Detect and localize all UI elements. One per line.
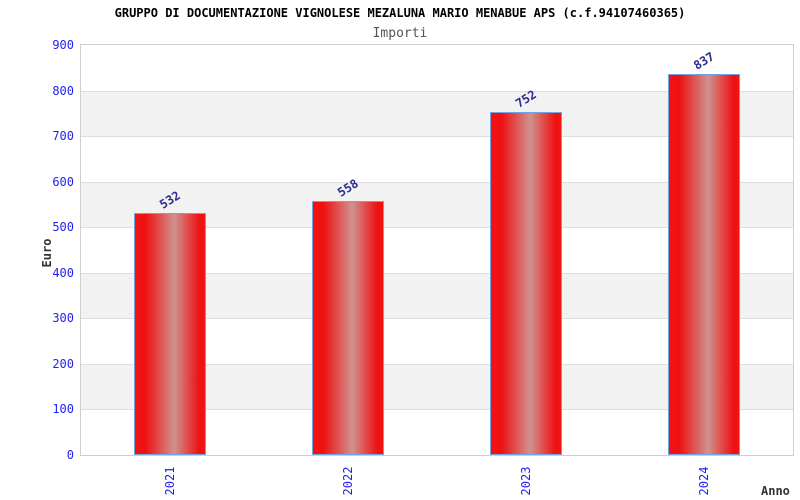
chart-subtitle: Importi	[372, 26, 428, 41]
y-tick-label-900: 900	[52, 38, 74, 52]
x-tick-label-2021: 2021	[163, 466, 177, 496]
y-tick-label-0: 0	[66, 448, 74, 462]
plot-area	[80, 44, 794, 456]
y-tick-label-100: 100	[52, 402, 74, 417]
y-tick-label-300: 300	[52, 311, 74, 326]
gridline	[81, 318, 793, 320]
gridline	[81, 409, 793, 411]
y-tick-label-200: 200	[52, 356, 74, 371]
y-axis-title: Euro	[40, 238, 54, 268]
y-tick-label-600: 600	[52, 174, 74, 189]
y-tick-label-700: 700	[52, 129, 74, 144]
y-tick-label-400: 400	[52, 265, 74, 280]
bar-2024[interactable]	[668, 73, 740, 455]
gridline	[81, 181, 793, 183]
gridline	[81, 90, 793, 92]
x-tick-label-2023: 2023	[519, 466, 533, 496]
gridline	[81, 363, 793, 365]
bar-2022[interactable]	[312, 200, 384, 455]
gridline	[81, 136, 793, 138]
x-tick-label-2022: 2022	[341, 466, 355, 496]
gridline	[81, 272, 793, 274]
chart-title: GRUPPO DI DOCUMENTAZIONE VIGNOLESE MEZAL…	[114, 6, 686, 20]
y-tick-label-800: 800	[52, 83, 74, 98]
x-axis-title: Anno	[761, 484, 790, 498]
gridline	[81, 227, 793, 229]
bar-2021[interactable]	[134, 212, 206, 455]
x-tick-label-2024: 2024	[697, 466, 711, 496]
bar-2023[interactable]	[490, 112, 562, 455]
y-tick-label-500: 500	[52, 220, 74, 235]
